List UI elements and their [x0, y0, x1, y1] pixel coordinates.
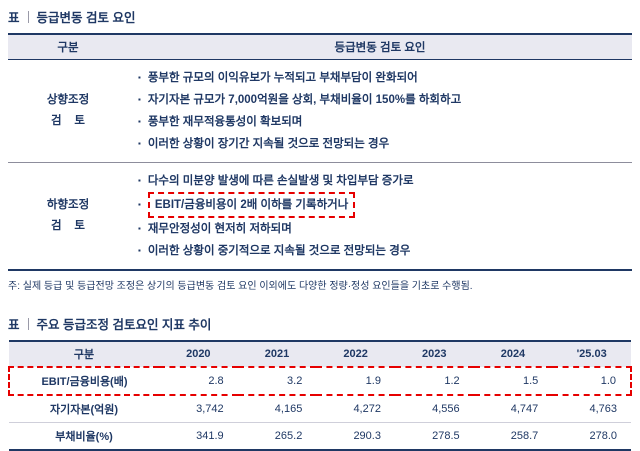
year-column-header: '25.03: [552, 341, 631, 368]
upgrade-factors-list: ▪ 풍부한 규모의 이익유보가 누적되고 부채부담이 완화되어 ▪ 자기자본 규모가…: [128, 60, 632, 162]
upgrade-label-line1: 상향조정: [46, 94, 90, 107]
metric-value: 341.9: [196, 430, 224, 442]
upgrade-label-line2: 검 토: [51, 115, 85, 127]
square-bullet-icon: ▪: [138, 139, 141, 148]
table1-header-category: 구분: [8, 34, 128, 60]
downgrade-row-label: 하향조정 검 토: [8, 162, 128, 270]
factor-text: 다수의 미분양 발생에 따른 손실발생 및 차입부담 증가로: [147, 175, 414, 187]
factor-text: 풍부한 규모의 이익유보가 누적되고 부채부담이 완화되어: [147, 72, 418, 84]
metric-value: 1.5: [473, 366, 553, 396]
year-column-header: 2024: [473, 341, 553, 368]
factor-text: 이러한 상황이 장기간 지속될 것으로 전망되는 경우: [147, 138, 390, 150]
table1-header-factors: 등급변동 검토 요인: [128, 34, 632, 60]
metric-row-equity: 자기자본(억원) 3,742 4,165 4,272 4,556 4,747 4…: [9, 395, 631, 423]
section1-title: 표 등급변동 검토 요인: [8, 7, 632, 26]
rating-change-factors-table: 구분 등급변동 검토 요인 상향조정 검 토 ▪ 풍부한 규모의 이익유보가 누적…: [8, 33, 632, 271]
metric-label: EBIT/금융비용(배): [8, 366, 159, 396]
metric-value: 4,272: [316, 395, 395, 423]
metric-value: 4,747: [473, 395, 553, 423]
metric-value: 1.9: [316, 366, 395, 396]
square-bullet-icon: ▪: [138, 200, 141, 209]
table2-header-category: 구분: [9, 341, 159, 368]
metric-value: 258.7: [510, 430, 539, 442]
section2-title-text: 주요 등급조정 검토요인 지표 추이: [36, 318, 212, 332]
highlighted-factor-text: EBIT/금융비용이 2배 이하를 기록하거나: [147, 192, 356, 218]
list-item: ▪ 이러한 상황이 장기간 지속될 것으로 전망되는 경우: [136, 133, 632, 155]
year-column-header: 2021: [237, 341, 317, 368]
metric-row-ebit-coverage: EBIT/금융비용(배) 2.8 3.2 1.9 1.2 1.5 1.0: [8, 366, 632, 396]
metric-value: 4,556: [394, 395, 474, 423]
metric-value: 2.8: [159, 366, 238, 396]
list-item: ▪ 자기자본 규모가 7,000억원을 상회, 부채비율이 150%를 하회하고: [136, 89, 632, 111]
metric-value: 4,165: [237, 395, 317, 423]
upgrade-review-row: 상향조정 검 토 ▪ 풍부한 규모의 이익유보가 누적되고 부채부담이 완화되어 …: [8, 60, 632, 163]
title-divider: [27, 10, 29, 23]
upgrade-factors-cell: ▪ 풍부한 규모의 이익유보가 누적되고 부채부담이 완화되어 ▪ 자기자본 규모가…: [128, 60, 632, 163]
title-divider: [27, 317, 29, 330]
downgrade-label-line2: 검 토: [51, 220, 85, 232]
table2-header-row: 구분 2020 2021 2022 2023 2024 '25.03: [9, 341, 631, 368]
metric-row-debt-ratio: 부채비율(%) 341.9 265.2 290.3 278.5 258.7 27…: [9, 423, 631, 451]
metric-label: 부채비율(%): [55, 431, 113, 443]
list-item: ▪ EBIT/금융비용이 2배 이하를 기록하거나: [136, 192, 632, 218]
list-item: ▪ 풍부한 규모의 이익유보가 누적되고 부채부담이 완화되어: [136, 67, 632, 89]
metric-value: 290.3: [353, 430, 381, 442]
factor-text: 이러한 상황이 중기적으로 지속될 것으로 전망되는 경우: [147, 245, 411, 257]
section1-title-text: 등급변동 검토 요인: [36, 11, 136, 25]
metric-label: 자기자본(억원): [9, 395, 159, 423]
square-bullet-icon: ▪: [138, 73, 141, 82]
year-column-header: 2022: [316, 341, 395, 368]
downgrade-review-row: 하향조정 검 토 ▪ 다수의 미분양 발생에 따른 손실발생 및 차입부담 증가로…: [8, 162, 632, 270]
metric-value: 278.5: [432, 430, 460, 442]
list-item: ▪ 다수의 미분양 발생에 따른 손실발생 및 차입부담 증가로: [136, 170, 632, 192]
indicator-trend-table: 구분 2020 2021 2022 2023 2024 '25.03 EBIT/…: [8, 340, 632, 451]
factor-text: 재무안정성이 현저히 저하되며: [147, 223, 292, 235]
factor-text: 자기자본 규모가 7,000억원을 상회, 부채비율이 150%를 하회하고: [147, 94, 462, 106]
year-column-header: 2023: [394, 341, 474, 368]
factor-text: 풍부한 재무적융통성이 확보되며: [147, 116, 303, 128]
section2-title: 표 주요 등급조정 검토요인 지표 추이: [8, 314, 632, 333]
metric-value: 278.0: [589, 430, 617, 442]
list-item: ▪ 재무안정성이 현저히 저하되며: [136, 218, 632, 240]
upgrade-row-label: 상향조정 검 토: [8, 60, 128, 163]
metric-value: 265.2: [274, 430, 303, 442]
metric-value: 1.2: [394, 366, 474, 396]
square-bullet-icon: ▪: [138, 95, 141, 104]
square-bullet-icon: ▪: [138, 176, 141, 185]
square-bullet-icon: ▪: [138, 117, 141, 126]
table1-header-row: 구분 등급변동 검토 요인: [8, 34, 632, 60]
list-item: ▪ 이러한 상황이 중기적으로 지속될 것으로 전망되는 경우: [136, 240, 632, 262]
square-bullet-icon: ▪: [138, 246, 141, 255]
downgrade-label-line1: 하향조정: [46, 199, 90, 212]
downgrade-factors-list: ▪ 다수의 미분양 발생에 따른 손실발생 및 차입부담 증가로 ▪ EBIT/금융…: [128, 163, 632, 269]
downgrade-factors-cell: ▪ 다수의 미분양 발생에 따른 손실발생 및 차입부담 증가로 ▪ EBIT/금융…: [128, 162, 632, 270]
table-label-prefix: 표: [8, 11, 20, 25]
year-column-header: 2020: [159, 341, 238, 368]
table-label-prefix: 표: [8, 318, 20, 332]
table1-footnote: 주: 실제 등급 및 등급전망 조정은 상기의 등급변동 검토 요인 이외에도 …: [8, 281, 473, 292]
square-bullet-icon: ▪: [138, 224, 141, 233]
metric-value: 3.2: [237, 366, 317, 396]
metric-value: 4,763: [552, 395, 631, 423]
list-item: ▪ 풍부한 재무적융통성이 확보되며: [136, 111, 632, 133]
metric-value: 3,742: [159, 395, 238, 423]
metric-value: 1.0: [552, 366, 632, 396]
